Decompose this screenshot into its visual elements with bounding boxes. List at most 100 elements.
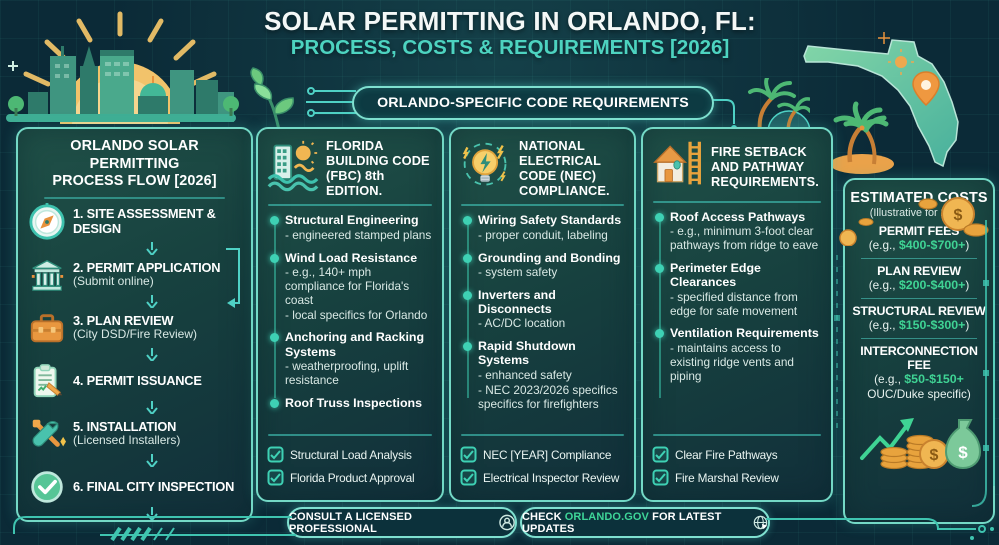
process-step-6: 6. FINAL CITY INSPECTION <box>28 468 243 506</box>
check-label: CHECK ORLANDO.GOV FOR LATEST UPDATES <box>522 510 722 535</box>
cost-item: INTERCONNECTION FEE (e.g., $50-$150+ OUC… <box>860 343 978 401</box>
checkbox-icon <box>652 469 669 486</box>
estimated-costs-panel: ESTIMATED COSTS (Illustrative for 2026) … <box>843 178 995 524</box>
page-title: SOLAR PERMITTING IN ORLANDO, FL: <box>264 6 756 36</box>
consult-label: CONSULT A LICENSED PROFESSIONAL <box>289 510 413 535</box>
bullet-item: Roof Truss Inspections <box>270 396 434 410</box>
step-subtitle: (City DSD/Fire Review) <box>73 327 198 342</box>
house-ladder-icon <box>652 138 704 195</box>
bullet-item: Wind Load Resistance - e.g., 140+ mph co… <box>270 251 434 323</box>
fire-bullet-list: Roof Access Pathways - e.g., minimum 3-f… <box>643 206 831 428</box>
arrow-down-icon <box>146 294 158 308</box>
divider <box>653 201 821 203</box>
bullet-item: Ventilation Requirements - maintains acc… <box>655 326 823 383</box>
arrow-down-icon <box>146 453 158 467</box>
check-circle-icon <box>28 468 66 506</box>
bullet-item: Wiring Safety Standards - proper conduit… <box>463 213 626 242</box>
power-tower-icon <box>28 521 66 522</box>
bullet-item: Roof Access Pathways - e.g., minimum 3-f… <box>655 210 823 253</box>
checklist-item: Fire Marshal Review <box>652 469 822 486</box>
fire-checklist: Clear Fire Pathways Fire Marshal Review <box>643 439 831 500</box>
checkbox-icon <box>652 446 669 463</box>
process-steps: 1. SITE ASSESSMENT & DESIGN 2. PERMIT AP… <box>18 202 251 522</box>
nec-checklist: NEC [YEAR] Compliance Electrical Inspect… <box>451 439 634 500</box>
process-panel-title: ORLANDO SOLAR PERMITTING PROCESS FLOW [2… <box>52 138 217 190</box>
compass-icon <box>28 202 66 241</box>
consult-professional-button[interactable]: CONSULT A LICENSED PROFESSIONAL <box>287 507 517 538</box>
checkbox-icon <box>267 469 284 486</box>
globe-icon <box>753 515 768 530</box>
cost-item: PLAN REVIEW (e.g., $200-$400+) <box>868 263 970 292</box>
column-title: FLORIDA BUILDING CODE (FBC) 8th EDITION. <box>326 138 430 199</box>
checkbox-icon <box>460 469 477 486</box>
bullet-item: Inverters and Disconnects - AC/DC locati… <box>463 288 626 331</box>
checkbox-icon <box>460 446 477 463</box>
fbc-bullet-list: Structural Engineering - engineered stam… <box>258 209 442 428</box>
divider <box>44 196 225 199</box>
process-flow-panel: ORLANDO SOLAR PERMITTING PROCESS FLOW [2… <box>16 127 253 522</box>
step-title: 1. SITE ASSESSMENT & DESIGN <box>73 206 216 236</box>
process-step-1: 1. SITE ASSESSMENT & DESIGN <box>28 202 243 241</box>
lightbulb-bolt-icon <box>460 140 512 197</box>
costs-subtitle: (Illustrative for 2026) <box>869 207 969 219</box>
arrow-down-icon <box>146 347 158 361</box>
bullet-item: Grounding and Bonding - system safety <box>463 251 626 280</box>
building-sun-waves-icon <box>267 140 319 197</box>
arrow-down-icon <box>146 400 158 414</box>
process-step-3: 3. PLAN REVIEW (City DSD/Fire Review) <box>28 309 243 347</box>
tools-icon <box>28 415 66 453</box>
person-icon <box>499 514 515 531</box>
fbc-checklist: Structural Load Analysis Florida Product… <box>258 439 442 500</box>
nec-column: NATIONAL ELECTRICAL CODE (NEC) COMPLIANC… <box>449 127 636 502</box>
checkbox-icon <box>267 446 284 463</box>
divider <box>268 434 432 436</box>
banner-label: ORLANDO-SPECIFIC CODE REQUIREMENTS <box>377 95 689 111</box>
divider <box>461 434 624 436</box>
column-title: FIRE SETBACK AND PATHWAY REQUIREMENTS. <box>711 143 819 190</box>
step-title: 5. INSTALLATION <box>73 418 177 434</box>
column-title: NATIONAL ELECTRICAL CODE (NEC) COMPLIANC… <box>519 138 610 199</box>
clipboard-pencil-icon <box>28 362 66 400</box>
fire-column: FIRE SETBACK AND PATHWAY REQUIREMENTS. R… <box>641 127 833 502</box>
divider <box>861 337 977 339</box>
government-building-icon <box>28 256 66 294</box>
divider <box>268 204 432 207</box>
process-step-5: 5. INSTALLATION (Licensed Installers) <box>28 415 243 453</box>
briefcase-icon <box>28 309 66 347</box>
process-step-4: 4. PERMIT ISSUANCE <box>28 362 243 400</box>
svg-text:$: $ <box>930 447 939 464</box>
costs-title: ESTIMATED COSTS <box>850 190 988 206</box>
fbc-column: FLORIDA BUILDING CODE (FBC) 8th EDITION.… <box>256 127 444 502</box>
process-step-7: 7. GRID INTERCONNECTION OUC DUKEENERGY. <box>28 521 243 522</box>
checklist-item: NEC [YEAR] Compliance <box>460 446 625 463</box>
bullet-item: Rapid Shutdown Systems - enhanced safety… <box>463 339 626 411</box>
step-title: 2. PERMIT APPLICATION <box>73 259 221 275</box>
orlando-gov-link[interactable]: ORLANDO.GOV <box>564 510 649 523</box>
step-title: 3. PLAN REVIEW <box>73 312 174 328</box>
process-step-2: 2. PERMIT APPLICATION (Submit online) <box>28 256 243 294</box>
nec-bullet-list: Wiring Safety Standards - proper conduit… <box>451 209 634 428</box>
review-loop-arrow <box>226 248 240 308</box>
bullet-item: Structural Engineering - engineered stam… <box>270 213 434 242</box>
divider <box>861 257 977 259</box>
page-subtitle: PROCESS, COSTS & REQUIREMENTS [2026] <box>290 36 730 59</box>
cost-item: STRUCTURAL REVIEW (e.g., $150-$300+) <box>852 303 986 332</box>
step-title: 4. PERMIT ISSUANCE <box>73 372 202 388</box>
arrow-down-icon <box>146 506 158 520</box>
divider <box>461 204 624 207</box>
checklist-item: Clear Fire Pathways <box>652 446 822 463</box>
checklist-item: Electrical Inspector Review <box>460 469 625 486</box>
money-growth-illustration: $ $ <box>860 417 982 469</box>
checklist-item: Structural Load Analysis <box>267 446 433 463</box>
step-title: 6. FINAL CITY INSPECTION <box>73 478 235 494</box>
step-subtitle: (Submit online) <box>73 274 154 289</box>
arrow-down-icon <box>146 241 158 255</box>
svg-text:$: $ <box>958 443 968 462</box>
cost-item: PERMIT FEES (e.g., $400-$700+) <box>868 224 970 252</box>
checklist-item: Florida Product Approval <box>267 469 433 486</box>
step-subtitle: (Licensed Installers) <box>73 433 181 448</box>
check-orlando-gov-button[interactable]: CHECK ORLANDO.GOV FOR LATEST UPDATES <box>520 507 770 538</box>
bullet-item: Anchoring and Racking Systems - weatherp… <box>270 330 434 387</box>
section-banner: ORLANDO-SPECIFIC CODE REQUIREMENTS <box>352 86 714 120</box>
